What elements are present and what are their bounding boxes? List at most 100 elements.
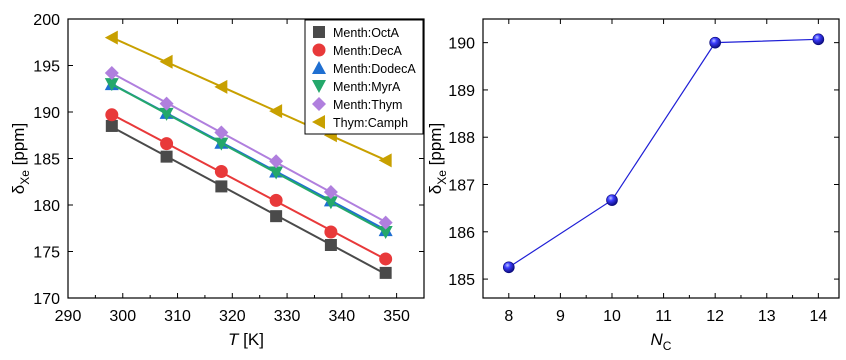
y-axis-label: δXe [ppm] <box>9 123 32 194</box>
data-point <box>379 252 393 266</box>
legend-marker <box>313 26 325 38</box>
x-tick-label: 310 <box>164 308 191 325</box>
x-axis-label: NC <box>651 330 672 353</box>
data-point <box>160 150 173 163</box>
data-point <box>378 153 392 168</box>
data-point <box>105 108 119 122</box>
legend-marker <box>312 80 326 93</box>
data-point <box>214 137 229 151</box>
legend-marker <box>312 115 325 129</box>
legend-item: Menth:Thym <box>312 97 402 112</box>
y-tick-label: 185 <box>33 152 60 169</box>
series-5 <box>104 65 393 230</box>
legend-item: Menth:DodecA <box>312 61 416 76</box>
y-tick-label: 195 <box>33 59 60 76</box>
legend-marker <box>312 61 326 74</box>
legend-marker <box>312 43 326 57</box>
y-tick-label: 187 <box>448 178 475 195</box>
legend-item: Menth:DecA <box>312 43 402 58</box>
legend-label: Menth:MyrA <box>333 80 401 94</box>
data-point <box>159 54 173 69</box>
x-tick-label: 8 <box>504 308 513 325</box>
x-tick-label: 330 <box>274 308 301 325</box>
data-point <box>270 210 283 223</box>
fit-line <box>111 72 387 223</box>
y-tick-label: 170 <box>33 291 60 308</box>
data-point <box>606 194 618 206</box>
series-line <box>508 38 819 268</box>
legend-label: Menth:DecA <box>333 44 402 58</box>
data-point <box>502 261 515 274</box>
y-tick-label: 188 <box>448 130 475 147</box>
y-axis-label: δXe [ppm] <box>426 123 449 194</box>
data-point <box>269 104 283 119</box>
data-point <box>812 33 825 46</box>
x-tick-label: 9 <box>556 308 565 325</box>
x-tick-label: 300 <box>109 308 136 325</box>
y-tick-label: 200 <box>33 12 60 29</box>
y-tick-label: 190 <box>448 36 475 53</box>
data-point <box>269 154 284 169</box>
fit-line <box>111 83 387 233</box>
y-tick-label: 190 <box>33 105 60 122</box>
data-point <box>159 107 174 121</box>
data-point <box>378 225 393 239</box>
y-tick-label: 185 <box>448 272 475 289</box>
fit-line <box>111 113 387 261</box>
x-tick-label: 11 <box>655 308 672 325</box>
y-tick-label: 186 <box>448 225 475 242</box>
series-2 <box>105 108 393 266</box>
data-point <box>323 184 338 199</box>
x-tick-label: 340 <box>328 308 355 325</box>
legend-item: Menth:MyrA <box>312 80 401 94</box>
x-tick-label: 13 <box>758 308 776 325</box>
legend-marker <box>312 97 326 111</box>
data-point <box>379 266 392 279</box>
data-point <box>324 225 338 239</box>
data-point <box>105 119 118 132</box>
y-tick-label: 189 <box>448 83 475 100</box>
legend-item: Thym:Camph <box>312 115 408 130</box>
data-point <box>378 215 393 230</box>
data-point <box>269 166 284 180</box>
data-point <box>323 196 338 210</box>
fit-line <box>111 126 387 275</box>
data-point <box>104 30 118 45</box>
data-point <box>324 238 337 251</box>
legend-label: Thym:Camph <box>333 116 408 130</box>
series-1 <box>502 33 825 274</box>
chart-2-frame <box>482 18 840 299</box>
data-point <box>159 96 174 111</box>
y-tick-label: 180 <box>33 198 60 215</box>
x-tick-label: 10 <box>603 308 621 325</box>
y-tick-label: 175 <box>33 245 60 262</box>
data-point <box>160 137 174 151</box>
x-tick-label: 12 <box>706 308 724 325</box>
legend-item: Menth:OctA <box>313 26 400 40</box>
data-point <box>269 193 283 207</box>
data-point <box>214 165 228 179</box>
legend-label: Menth:DodecA <box>333 62 416 76</box>
series-4 <box>104 78 393 239</box>
data-point <box>214 125 229 140</box>
x-tick-label: 14 <box>809 308 827 325</box>
data-point <box>709 36 721 49</box>
legend-box <box>304 19 424 135</box>
chart-2: 8 9 10 11 12 13 14 185 186 187 188 189 190 NC δXe [ppm… <box>426 18 840 353</box>
x-tick-label: 350 <box>383 308 410 325</box>
series-1 <box>105 119 392 279</box>
data-point <box>214 79 228 94</box>
fit-line <box>111 36 387 162</box>
data-point <box>215 180 228 193</box>
series-6 <box>104 30 392 168</box>
legend-label: Menth:Thym <box>333 98 402 112</box>
x-tick-label: 320 <box>219 308 246 325</box>
data-point <box>104 65 119 80</box>
x-axis-label: T [K] <box>228 330 264 349</box>
x-tick-label: 290 <box>55 308 82 325</box>
legend: Menth:OctA Menth:DecA Menth:DodecA Menth:My… <box>304 19 424 135</box>
data-point <box>104 78 119 92</box>
chart-1: 290 300 310 320 330 340 350 170 175 180 185 190 195 2… <box>9 12 425 349</box>
